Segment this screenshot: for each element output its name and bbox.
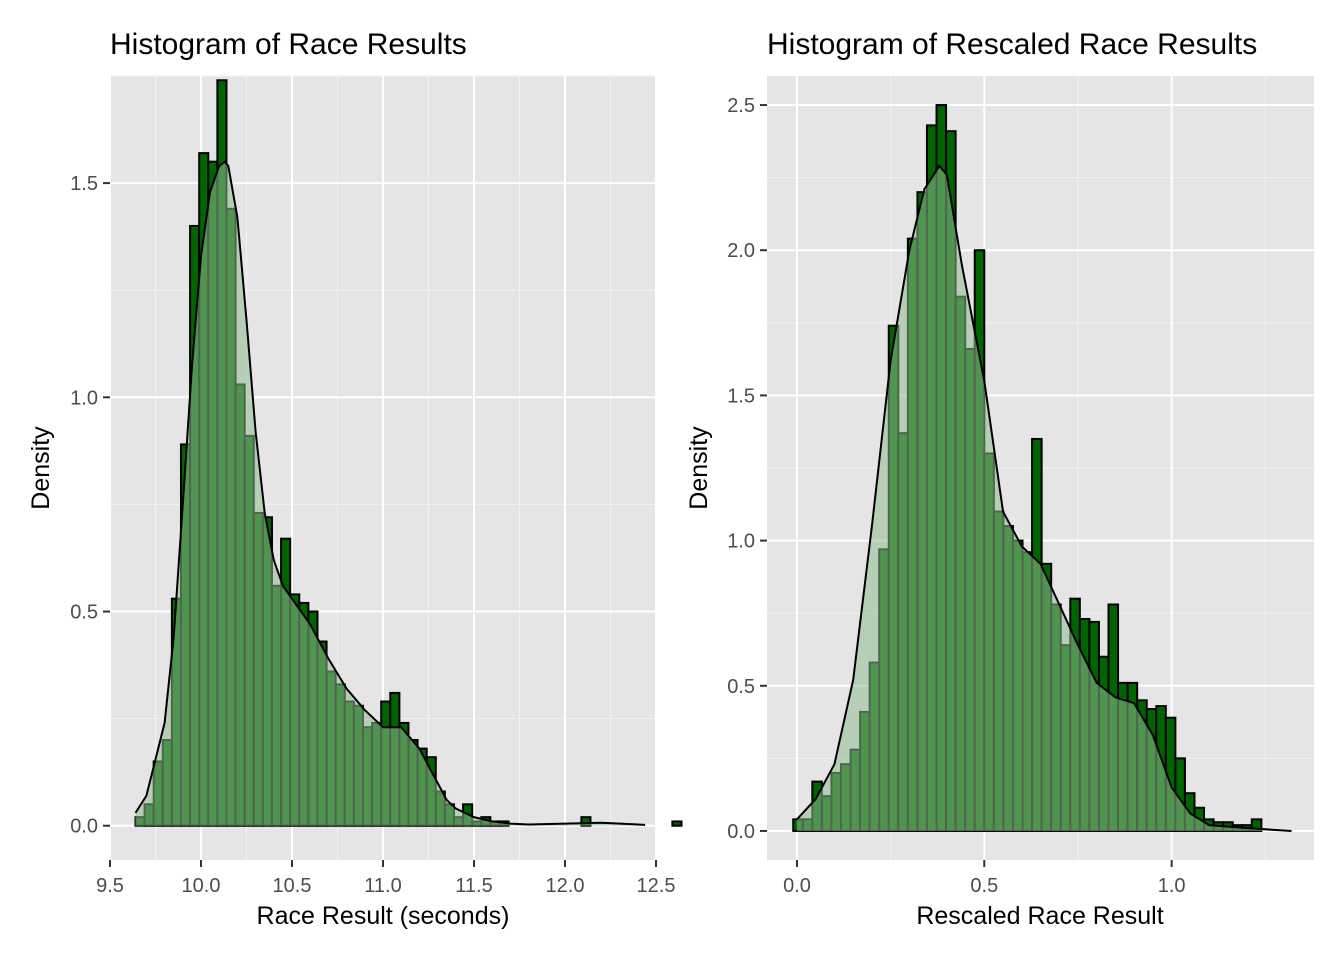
x-tick-label: 10.0 bbox=[182, 875, 221, 897]
x-tick-label: 12.5 bbox=[637, 875, 676, 897]
x-tick-label: 0.5 bbox=[970, 875, 998, 897]
x-tick-label: 9.5 bbox=[96, 875, 124, 897]
y-axis-title-left: Density bbox=[27, 426, 55, 510]
y-axis-title-right: Density bbox=[685, 426, 713, 510]
x-axis-right: 0.0 0.5 1.0 bbox=[783, 860, 1186, 897]
chart-title-left: Histogram of Race Results bbox=[110, 28, 467, 61]
x-axis-title-left: Race Result (seconds) bbox=[257, 902, 510, 930]
density-area bbox=[796, 166, 1292, 831]
y-axis-right: 0.0 0.5 1.0 1.5 2.0 2.5 bbox=[727, 95, 767, 843]
x-tick-label: 11.0 bbox=[364, 875, 401, 897]
y-tick-label: 1.0 bbox=[70, 387, 98, 409]
x-tick-label: 1.0 bbox=[1158, 875, 1186, 897]
x-tick-label: 0.0 bbox=[783, 875, 811, 897]
y-tick-label: 0.0 bbox=[70, 816, 98, 838]
y-tick-label: 1.5 bbox=[727, 385, 755, 407]
x-tick-label: 11.5 bbox=[455, 875, 492, 897]
x-tick-label: 12.0 bbox=[546, 875, 585, 897]
chart-right: Histogram of Rescaled Race Results 0.0 0.… bbox=[685, 28, 1314, 930]
density-line bbox=[134, 160, 646, 826]
y-tick-label: 2.0 bbox=[727, 240, 755, 262]
y-tick-label: 1.0 bbox=[727, 531, 755, 553]
density-area bbox=[135, 161, 646, 826]
y-tick-label: 2.5 bbox=[727, 95, 755, 117]
y-tick-label: 0.0 bbox=[727, 821, 755, 843]
y-axis-left: 0.0 0.5 1.0 1.5 bbox=[70, 173, 110, 838]
y-tick-label: 1.5 bbox=[70, 173, 98, 195]
x-axis-left: 9.5 10.0 10.5 11.0 11.5 12.0 12.5 bbox=[96, 860, 675, 897]
density-left bbox=[134, 160, 646, 826]
chart-title-right: Histogram of Rescaled Race Results bbox=[767, 28, 1257, 61]
chart-left: Histogram of Race Results 9.5 10.0 10.5 11.… bbox=[27, 28, 683, 930]
density-line bbox=[796, 164, 1292, 832]
y-tick-label: 0.5 bbox=[70, 602, 98, 624]
density-right bbox=[796, 164, 1292, 832]
x-axis-title-right: Rescaled Race Result bbox=[916, 902, 1163, 930]
x-tick-label: 10.5 bbox=[273, 875, 312, 897]
y-tick-label: 0.5 bbox=[727, 676, 755, 698]
histogram-bar bbox=[671, 820, 683, 827]
